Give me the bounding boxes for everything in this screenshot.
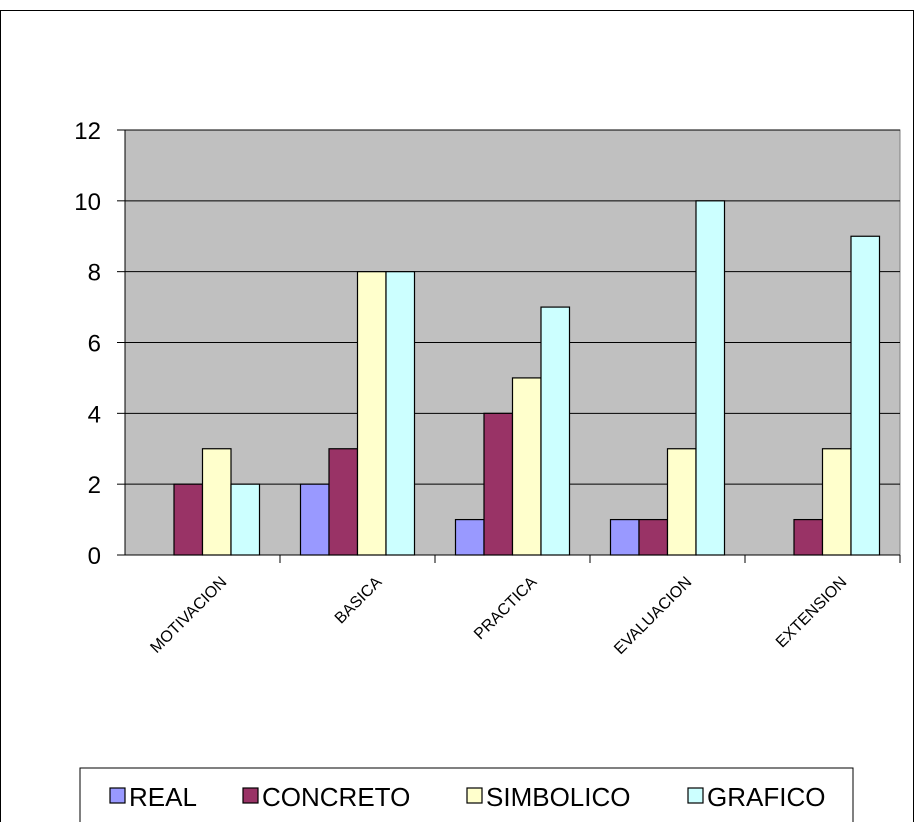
- bar-concreto-practica: [483, 412, 514, 556]
- bar-concreto-evaluacion: [638, 518, 669, 556]
- bar-real-basica: [299, 483, 330, 556]
- y-tick-label: 6: [88, 331, 101, 358]
- legend-label-grafico: GRAFICO: [707, 782, 825, 812]
- legend-label-real: REAL: [129, 782, 197, 812]
- y-tick-label: 8: [88, 260, 101, 287]
- bar-real-evaluacion: [609, 518, 640, 556]
- y-tick-label: 0: [88, 543, 101, 570]
- bar-simbolico-motivacion: [201, 448, 232, 556]
- bar-simbolico-basica: [356, 271, 387, 556]
- bar-concreto-basica: [328, 448, 359, 556]
- y-tick-label: 2: [88, 472, 101, 499]
- bar-grafico-basica: [385, 271, 416, 556]
- legend-swatch-concreto: [242, 787, 259, 804]
- legend-swatch-real: [109, 787, 126, 804]
- bar-real-practica: [454, 518, 485, 556]
- bar-simbolico-extension: [821, 448, 852, 556]
- bar-concreto-motivacion: [173, 483, 204, 556]
- y-tick-label: 12: [74, 118, 101, 145]
- legend-label-simbolico: SIMBOLICO: [486, 782, 630, 812]
- bar-concreto-extension: [793, 518, 824, 556]
- legend-label-concreto: CONCRETO: [262, 782, 410, 812]
- bar-grafico-motivacion: [230, 483, 261, 556]
- bar-simbolico-evaluacion: [666, 448, 697, 556]
- bar-grafico-extension: [850, 235, 881, 556]
- legend-swatch-simbolico: [466, 787, 483, 804]
- bar-simbolico-practica: [511, 377, 542, 556]
- y-tick-label: 4: [88, 401, 101, 428]
- legend-swatch-grafico: [687, 787, 704, 804]
- y-tick-label: 10: [74, 189, 101, 216]
- bar-grafico-practica: [540, 306, 571, 556]
- bar-grafico-evaluacion: [695, 200, 726, 556]
